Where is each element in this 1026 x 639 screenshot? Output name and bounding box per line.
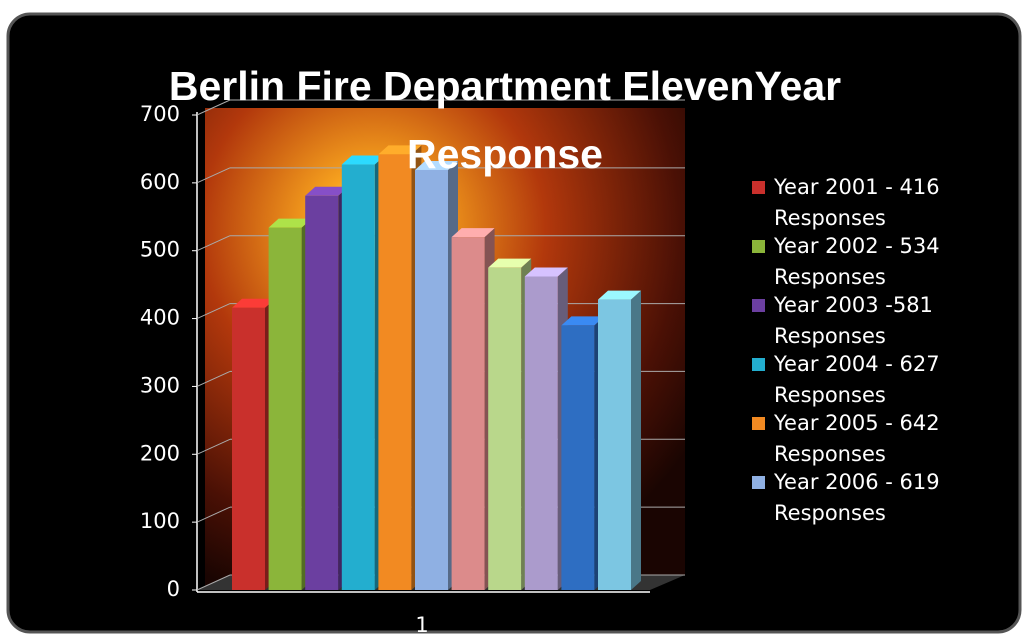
bar-top xyxy=(488,258,532,268)
bar-top xyxy=(451,228,495,238)
grid-line xyxy=(196,574,231,591)
bar xyxy=(378,154,412,590)
bar xyxy=(415,169,448,590)
bar xyxy=(524,276,558,590)
bar xyxy=(305,195,339,590)
bar-top xyxy=(268,218,312,228)
legend-label: Year 2004 - 627 Responses xyxy=(774,352,940,407)
legend-label: Year 2005 - 642 Responses xyxy=(774,411,940,466)
bar-top xyxy=(378,145,422,155)
bar-top xyxy=(524,267,568,277)
y-tick-label: 400 xyxy=(140,306,180,330)
y-tick-label: 600 xyxy=(140,170,180,194)
y-tick-label: 0 xyxy=(167,577,180,601)
legend-swatch xyxy=(752,181,765,194)
legend-item: Year 2004 - 627 Responses xyxy=(752,349,967,411)
x-tick-label: 1 xyxy=(415,613,428,637)
y-tick-label: 100 xyxy=(140,509,180,533)
bar xyxy=(232,307,265,590)
bar-top xyxy=(561,316,605,326)
legend-label: Year 2002 - 534 Responses xyxy=(774,234,940,289)
bar xyxy=(561,325,595,590)
y-tick-label: 300 xyxy=(140,373,180,397)
legend-swatch xyxy=(752,358,765,371)
legend-swatch xyxy=(752,240,765,253)
chart-title: Berlin Fire Department ElevenYear Respon… xyxy=(168,63,842,177)
bar-top xyxy=(341,155,385,165)
bar xyxy=(451,237,485,590)
bar xyxy=(268,227,302,590)
legend: Year 2001 - 416 Responses Year 2002 - 534… xyxy=(752,172,967,526)
legend-swatch xyxy=(752,476,765,489)
bar-top xyxy=(598,290,641,300)
grid-line xyxy=(196,167,231,184)
bar-top xyxy=(232,298,275,308)
legend-swatch xyxy=(752,299,765,312)
grid-line xyxy=(196,506,231,523)
legend-item: Year 2001 - 416 Responses xyxy=(752,172,967,234)
bar xyxy=(598,299,631,590)
y-tick-label: 700 xyxy=(140,102,180,126)
bar-top xyxy=(305,186,349,196)
y-tick-label: 500 xyxy=(140,238,180,262)
grid-line xyxy=(196,235,231,252)
legend-label: Year 2003 -581 Responses xyxy=(774,293,933,348)
legend-label: Year 2006 - 619 Responses xyxy=(774,470,940,525)
legend-swatch xyxy=(752,417,765,430)
legend-item: Year 2002 - 534 Responses xyxy=(752,231,967,293)
legend-item: Year 2003 -581 Responses xyxy=(752,290,967,352)
grid-line xyxy=(196,438,231,455)
bar-side xyxy=(631,290,641,590)
bar xyxy=(341,164,375,591)
grid-line xyxy=(196,303,231,320)
legend-item: Year 2006 - 619 Responses xyxy=(752,467,967,529)
bar-top xyxy=(415,160,458,170)
y-tick-label: 200 xyxy=(140,441,180,465)
bar xyxy=(488,267,522,590)
legend-item: Year 2005 - 642 Responses xyxy=(752,408,967,470)
grid-line xyxy=(196,99,231,116)
grid-line xyxy=(196,370,231,387)
legend-label: Year 2001 - 416 Responses xyxy=(774,175,940,230)
